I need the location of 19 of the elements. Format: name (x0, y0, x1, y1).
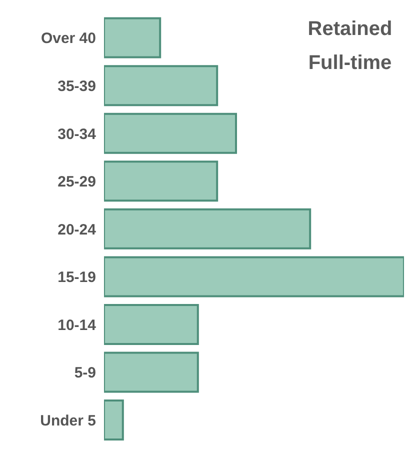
y-tick-label: 35-39 (58, 78, 96, 95)
bar (104, 160, 218, 202)
y-tick-label: 15-19 (58, 269, 96, 286)
y-tick-label: 20-24 (58, 221, 97, 238)
y-tick-label: 25-29 (58, 174, 96, 191)
bar (104, 256, 404, 298)
y-tick-label: Over 40 (40, 30, 96, 48)
y-tick-label: 30-34 (58, 126, 97, 143)
y-tick-label: 5-9 (74, 364, 96, 382)
bar (104, 400, 124, 441)
bar (104, 112, 237, 154)
bar (104, 65, 218, 106)
text: Retained Full-time (306, 17, 394, 76)
bar (104, 352, 199, 393)
bar (104, 304, 199, 345)
bar (104, 208, 312, 250)
y-tick-label: Under 5 (40, 412, 96, 430)
bar (104, 17, 162, 58)
y-tick-label: 10-14 (58, 316, 97, 334)
